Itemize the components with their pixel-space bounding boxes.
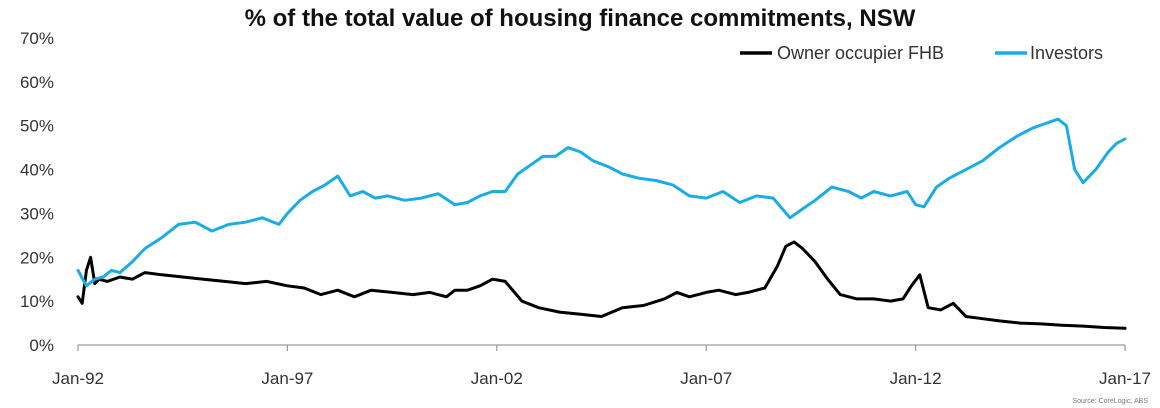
chart-title: % of the total value of housing finance … xyxy=(245,5,916,32)
x-tick-label: Jan-97 xyxy=(261,369,313,388)
x-tick-label: Jan-92 xyxy=(52,369,104,388)
series-lines xyxy=(76,117,1127,330)
y-tick-label: 50% xyxy=(20,117,54,136)
chart-legend: Owner occupier FHB Investors xyxy=(740,43,1103,63)
x-axis: Jan-92 Jan-97 Jan-02 Jan-07 Jan-12 Jan-17 xyxy=(52,344,1151,388)
legend-label-0: Owner occupier FHB xyxy=(777,43,944,63)
x-tick-label: Jan-17 xyxy=(1099,369,1151,388)
legend-label-1: Investors xyxy=(1030,43,1103,63)
x-tick-label: Jan-07 xyxy=(680,369,732,388)
y-tick-label: 20% xyxy=(20,248,54,267)
x-tick-label: Jan-12 xyxy=(890,369,942,388)
y-tick-label: 0% xyxy=(29,336,54,355)
y-tick-label: 40% xyxy=(20,161,54,180)
y-tick-label: 30% xyxy=(20,204,54,223)
y-axis-ticks: 0% 10% 20% 30% 40% 50% 60% 70% xyxy=(20,29,54,355)
y-tick-label: 10% xyxy=(20,292,54,311)
series-line-0 xyxy=(76,240,1127,330)
x-tick-label: Jan-02 xyxy=(471,369,523,388)
y-tick-label: 70% xyxy=(20,29,54,48)
y-tick-label: 60% xyxy=(20,73,54,92)
source-note: Source: CoreLogic, ABS xyxy=(1073,398,1149,405)
series-line-1 xyxy=(76,117,1127,288)
